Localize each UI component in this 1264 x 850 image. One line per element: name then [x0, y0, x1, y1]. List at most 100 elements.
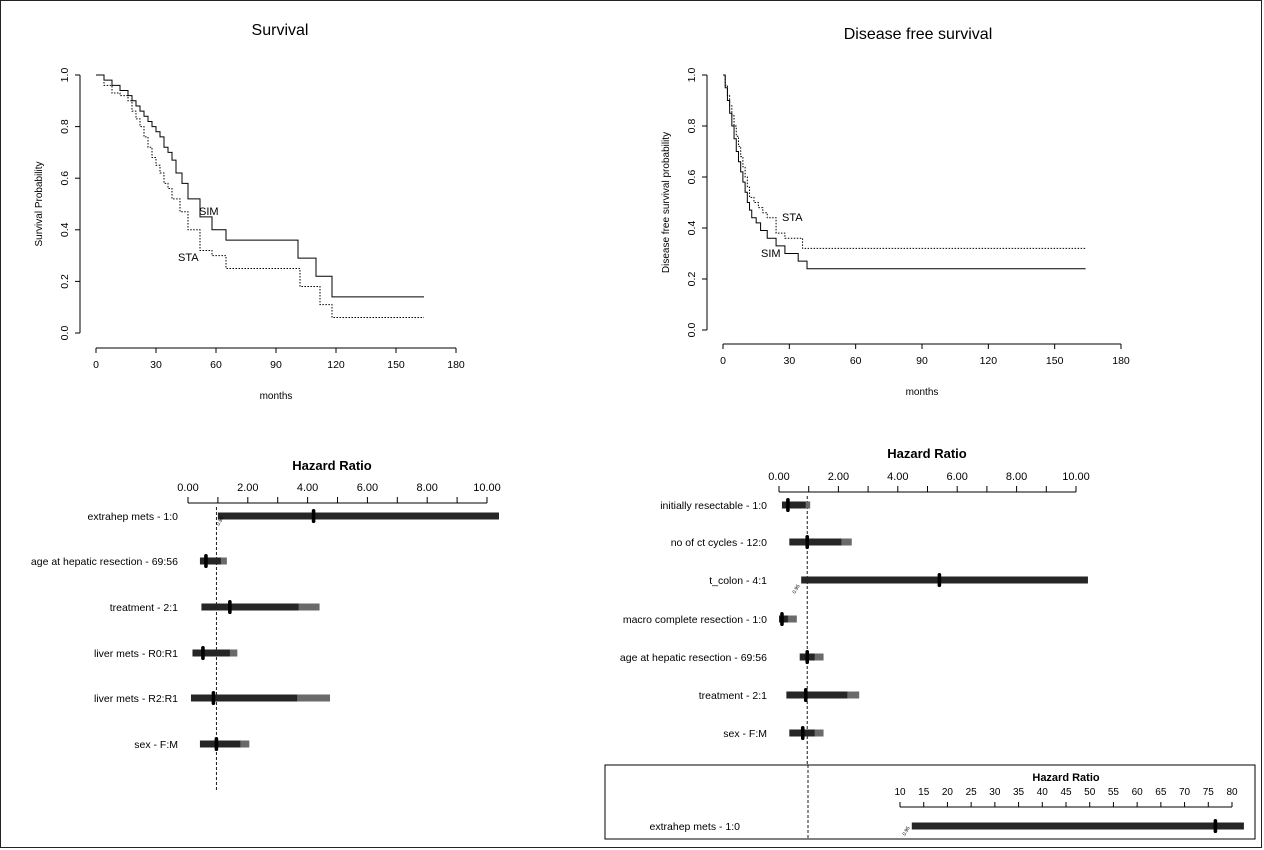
forest-tick-label: 4.00	[887, 471, 908, 483]
y-tick-label: 0.8	[686, 119, 698, 134]
y-tick-label: 1.0	[59, 68, 71, 83]
forest-row-label: treatment - 2:1	[110, 602, 178, 614]
inset-forest-plot: Hazard Ratio 10 15 20 25 30 35 40 45 50 55 60 65 70 75…	[604, 764, 1256, 840]
forest-tick-label: 50	[1084, 787, 1096, 798]
y-tick-label: 0.6	[686, 170, 698, 185]
forest-row-label: age at hepatic resection - 69:56	[620, 652, 767, 664]
hr-point-estimate	[805, 535, 810, 549]
disease-free-forest-plot: Hazard Ratio 0.00 2.00 4.00 6.00 8.00 10.00 ini…	[620, 446, 1090, 840]
hr-point-estimate	[1213, 819, 1218, 833]
y-tick-label: 0.4	[686, 221, 698, 236]
x-tick-label: 0	[93, 359, 99, 371]
ci-bar-inner	[199, 740, 241, 748]
forest-tick-label: 6.00	[357, 482, 378, 494]
forest-tick-label: 10	[894, 787, 906, 798]
forest-title: Hazard Ratio	[1032, 772, 1100, 784]
hr-point-estimate	[201, 646, 205, 660]
reference-label: 0.95	[216, 515, 226, 527]
x-tick-label: 30	[783, 355, 795, 367]
y-tick-label: 0.2	[59, 274, 71, 289]
forest-tick-label: 35	[1013, 787, 1025, 798]
y-tick-label: 0.2	[686, 272, 698, 287]
x-tick-label: 150	[387, 359, 405, 371]
hr-point-estimate	[937, 573, 942, 587]
km-curve-sim	[723, 74, 1086, 270]
y-axis-label: Survival Probability	[34, 161, 45, 246]
x-axis-label: months	[906, 387, 939, 398]
disease-free-survival-km-plot: Disease free survival 0 30 60 90 120 150 180 mon…	[661, 26, 1130, 398]
forest-row-label: no of ct cycles - 12:0	[671, 537, 767, 549]
hr-point-estimate	[803, 688, 808, 702]
forest-row-label: sex - F:M	[134, 739, 178, 751]
forest-tick-label: 2.00	[828, 471, 849, 483]
curve-label-sim: SIM	[761, 248, 781, 260]
y-tick-label: 0.0	[686, 323, 698, 338]
forest-tick-label: 4.00	[297, 482, 318, 494]
x-tick-label: 60	[210, 359, 222, 371]
forest-tick-label: 20	[942, 787, 954, 798]
forest-tick-label: 10.00	[473, 482, 501, 494]
forest-tick-label: 70	[1179, 787, 1191, 798]
x-tick-label: 120	[327, 359, 345, 371]
km-curve-sim	[96, 74, 424, 298]
forest-tick-label: 8.00	[416, 482, 437, 494]
x-axis-label: months	[260, 391, 293, 402]
ci-bar-inner	[781, 501, 806, 509]
x-tick-label: 180	[1112, 355, 1130, 367]
forest-tick-label: 6.00	[946, 471, 967, 483]
forest-tick-label: 65	[1155, 787, 1167, 798]
km-curve-sta	[723, 74, 1086, 249]
forest-row-label: age at hepatic resection - 69:56	[31, 556, 178, 568]
y-axis-label: Disease free survival probability	[661, 132, 672, 273]
reference-label: 0.95	[792, 583, 802, 595]
km-curve-sta	[96, 74, 424, 319]
plot-title: Disease free survival	[844, 26, 993, 43]
forest-tick-label: 40	[1037, 787, 1049, 798]
forest-tick-label: 60	[1132, 787, 1144, 798]
ci-bar-inner	[801, 576, 1088, 584]
hr-point-estimate	[311, 509, 316, 523]
forest-row-label: sex - F:M	[723, 728, 767, 740]
y-tick-label: 1.0	[686, 68, 698, 83]
hr-point-estimate	[214, 737, 219, 751]
forest-tick-label: 80	[1226, 787, 1238, 798]
curve-label-sta: STA	[782, 212, 803, 224]
forest-row-label: t_colon - 4:1	[709, 575, 767, 587]
ci-bar-inner	[201, 603, 299, 611]
forest-row-label: liver mets - R0:R1	[94, 648, 178, 660]
x-tick-label: 90	[916, 355, 928, 367]
forest-tick-label: 15	[918, 787, 930, 798]
forest-tick-label: 45	[1060, 787, 1072, 798]
x-tick-label: 150	[1046, 355, 1064, 367]
x-tick-label: 120	[980, 355, 998, 367]
forest-row-label: liver mets - R2:R1	[94, 693, 178, 705]
y-tick-label: 0.8	[59, 119, 71, 134]
ci-bar-inner	[192, 649, 230, 657]
forest-tick-label: 2.00	[237, 482, 258, 494]
ci-bar-outer	[779, 615, 797, 623]
ci-bar-inner	[190, 694, 298, 702]
ci-bar-inner	[217, 512, 499, 520]
ci-bar-inner	[199, 557, 221, 565]
forest-row-label: treatment - 2:1	[699, 690, 767, 702]
y-tick-label: 0.6	[59, 171, 71, 186]
forest-tick-label: 55	[1108, 787, 1120, 798]
forest-tick-label: 0.00	[177, 482, 198, 494]
forest-row-label: extrahep mets - 1:0	[88, 511, 179, 523]
x-tick-label: 0	[720, 355, 726, 367]
forest-row-label: macro complete resection - 1:0	[623, 614, 767, 626]
forest-title: Hazard Ratio	[887, 446, 967, 461]
reference-label: 0.95	[902, 825, 912, 837]
curve-label-sim: SIM	[199, 206, 219, 218]
forest-tick-label: 8.00	[1006, 471, 1027, 483]
y-tick-label: 0.0	[59, 326, 71, 341]
ci-bar-inner	[786, 691, 848, 699]
forest-row-label: initially resectable - 1:0	[660, 500, 767, 512]
hr-point-estimate	[786, 498, 790, 512]
y-tick-label: 0.4	[59, 222, 71, 237]
x-tick-label: 180	[447, 359, 465, 371]
survival-km-plot: Survival 0 30 60 90 120 150 180 months 0.0 0.2 0.4 0…	[34, 22, 465, 402]
hr-point-estimate	[211, 691, 216, 705]
hr-point-estimate	[800, 726, 805, 740]
